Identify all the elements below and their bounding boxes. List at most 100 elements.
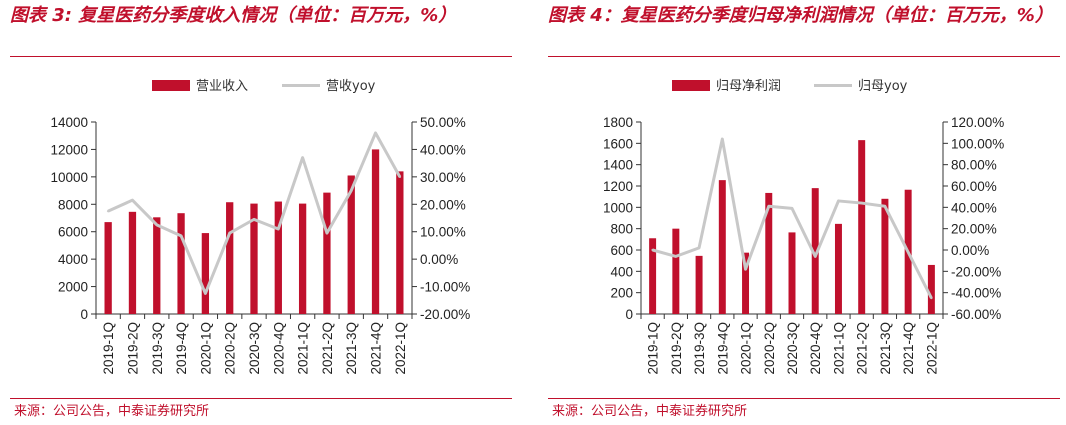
yoy-point [277,227,280,231]
left-tick-label: 2000 [58,280,88,295]
x-category-label: 2019-4Q [174,322,189,375]
bar [811,188,819,314]
right-tick-label: 80.00% [951,158,997,173]
yoy-point [301,156,304,159]
chart-legend: 营业收入 营收yoy [152,79,376,94]
x-category-label: 2020-3Q [247,322,262,375]
yoy-point [106,209,110,213]
yoy-point [398,175,402,179]
x-category-label: 2019-3Q [150,322,165,375]
bar [177,213,185,314]
net-profit-chart: 归母净利润 归母yoy 0 200 400 600 800 1000 1200 1400 1600 1… [603,79,1004,375]
figure-3-title: 图表 3: 复星医药分季度收入情况（单位：百万元，%） [10,5,457,26]
yoy-point [350,189,353,192]
left-tick-label: 12000 [50,142,88,157]
legend-bar-swatch [672,80,710,91]
figure-4-source: 来源：公司公告，中泰证券研究所 [552,404,748,419]
figure-3-title-rule [10,56,512,57]
yoy-point [204,292,207,295]
yoy-point [790,207,794,210]
yoy-point [228,231,231,235]
yoy-point [374,131,377,135]
yoy-point [930,296,933,300]
revenue-chart: 营业收入 营收yoy 0 2000 4000 6000 8000 10000 12000 1400… [50,79,470,375]
figure-4-panel: 图表 4：复星医药分季度归母净利润情况（单位：百万元，%） 归母净利润 归母yoy… [538,0,1066,425]
x-category-label: 2019-2Q [669,322,684,375]
figure-4-title: 图表 4：复星医药分季度归母净利润情况（单位：百万元，%） [548,5,1053,26]
x-category-label: 2020-4Q [271,322,286,375]
yoy-point [883,205,887,208]
left-tick-label: 10000 [50,170,88,185]
line-series [106,131,402,295]
figure-4-title-rule [548,56,1060,57]
bar [347,175,355,314]
chart-axes: 0 2000 4000 6000 8000 10000 12000 14000 -20.00% -… [50,115,470,375]
left-tick-label: 4000 [58,252,88,267]
left-tick-label: 200 [610,286,633,301]
bar [104,222,112,314]
left-tick-label: 1800 [603,115,633,130]
chart-axes: 0 200 400 600 800 1000 1200 1400 1600 1800 -60.00%… [603,115,1004,375]
bar [323,192,331,314]
left-tick-label: 400 [610,264,633,279]
bar [371,149,380,314]
x-category-label: 2022-1Q [924,322,939,375]
x-category-label: 2019-2Q [125,322,140,375]
right-tick-label: 50.00% [420,115,466,130]
bar-series [104,149,404,314]
x-category-label: 2021-4Q [901,322,916,375]
legend-line-label: 归母yoy [858,79,908,94]
x-category-label: 2021-3Q [878,322,893,375]
line-series [651,137,933,300]
bar [718,180,726,314]
right-tick-label: 120.00% [951,115,1004,130]
yoy-point [814,255,817,258]
x-category-label: 2019-4Q [715,322,730,375]
bar [128,211,137,314]
bar [274,201,282,314]
x-category-label: 2020-1Q [198,322,213,375]
legend-bar-label: 归母净利润 [716,79,781,94]
figure-3-source: 来源：公司公告，中泰证券研究所 [14,404,210,419]
x-category-label: 2021-2Q [320,322,335,375]
left-tick-label: 0 [625,307,633,322]
right-tick-label: 0.00% [420,252,458,267]
right-tick-label: 20.00% [951,222,997,237]
left-tick-label: 8000 [58,197,88,212]
chart-legend: 归母净利润 归母yoy [672,79,908,94]
bar [788,232,796,314]
x-category-label: 2020-2Q [762,322,777,375]
yoy-point [860,201,863,205]
bar [153,217,161,314]
yoy-point [721,137,724,141]
bar [201,233,210,314]
right-tick-label: -20.00% [951,264,1001,279]
yoy-point [767,205,770,208]
right-tick-label: 40.00% [951,200,997,215]
bar [396,171,404,314]
right-tick-label: -10.00% [420,280,470,295]
bar [649,238,657,314]
bar-series [649,140,935,314]
figure-4-source-rule [548,398,1060,399]
bar [695,255,703,314]
right-tick-label: 60.00% [951,179,997,194]
left-tick-label: 1400 [603,158,633,173]
x-category-label: 2021-2Q [855,322,870,375]
yoy-point [155,223,158,227]
legend-bar-swatch [152,80,190,91]
x-category-label: 2022-1Q [393,322,408,375]
legend-line-label: 营收yoy [326,79,376,94]
right-tick-label: 100.00% [951,136,1004,151]
right-tick-label: -20.00% [420,307,470,322]
right-tick-label: 0.00% [951,243,989,258]
x-category-label: 2020-4Q [808,322,823,375]
figure-3-source-rule [10,398,512,399]
x-category-label: 2020-2Q [223,322,238,375]
x-category-label: 2020-1Q [739,322,754,375]
yoy-point [179,234,183,238]
bar [881,198,889,314]
yoy-point [697,246,701,250]
yoy-point [837,199,840,203]
left-tick-label: 1200 [603,179,633,194]
